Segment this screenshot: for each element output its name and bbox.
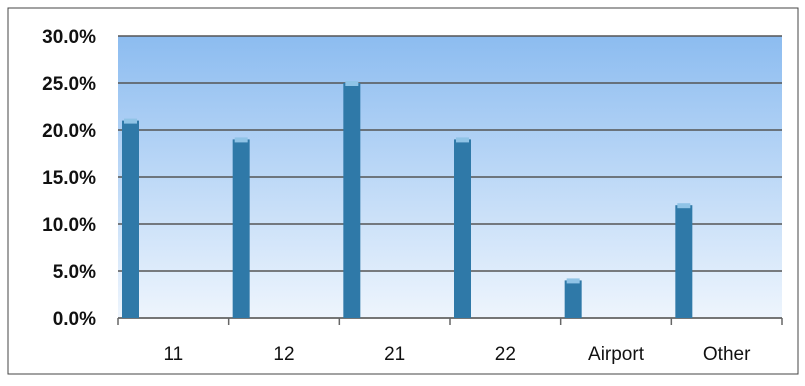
x-axis-tick-labels: 11 12 21 22 Airport Other [163,344,751,365]
bar-cap [456,137,469,143]
bar-12 [232,139,250,318]
bars [122,81,693,318]
y-tick-label: 30.0% [42,27,96,48]
y-tick-label: 20.0% [42,121,96,142]
x-tick-label: 11 [163,344,183,365]
bar-cap [124,118,137,124]
x-tick-label: 12 [273,344,294,365]
y-tick-label: 25.0% [42,74,96,95]
bar-cap [677,203,691,209]
y-tick-label: 10.0% [42,215,96,236]
bar-cap [234,137,248,143]
y-tick-label: 15.0% [42,168,96,189]
bar-22 [454,139,471,318]
bar-11 [122,120,139,318]
bar-cap [566,278,580,284]
x-tick-label: Other [703,344,751,365]
x-tick-label: 22 [495,344,516,365]
bar-21 [343,83,361,318]
bar-cap [345,81,359,86]
bar-airport [564,280,582,318]
y-tick-label: 0.0% [53,309,96,330]
gridlines [117,35,783,325]
x-tick-label: Airport [588,344,645,365]
x-tick-label: 21 [384,344,405,365]
y-axis-tick-labels: 0.0% 5.0% 10.0% 15.0% 20.0% 25.0% 30.0% [42,27,96,330]
bar-other [675,205,693,318]
y-tick-label: 5.0% [53,262,96,283]
